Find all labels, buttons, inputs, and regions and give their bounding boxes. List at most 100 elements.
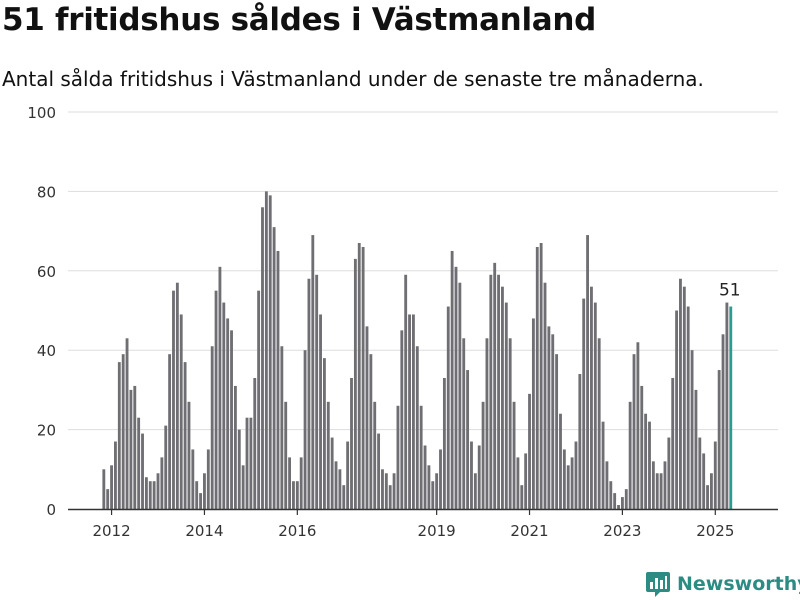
- bar: [682, 286, 686, 509]
- bar: [133, 385, 137, 509]
- bar: [237, 429, 241, 509]
- bar: [713, 441, 717, 509]
- bar: [528, 393, 531, 509]
- bar: [381, 469, 384, 509]
- bar: [717, 370, 721, 509]
- bar: [114, 441, 117, 509]
- bar: [319, 314, 322, 509]
- bar: [110, 465, 113, 509]
- bar: [493, 262, 497, 509]
- bar: [160, 457, 164, 509]
- bar: [679, 278, 682, 509]
- bar: [562, 449, 566, 509]
- bar: [574, 441, 578, 509]
- bar: [373, 401, 377, 509]
- x-tick-label: 2019: [418, 522, 456, 540]
- bar: [179, 314, 183, 509]
- bar: [346, 441, 350, 509]
- bar: [257, 290, 261, 509]
- newsworthy-logo-icon: [646, 572, 670, 597]
- bar: [330, 437, 334, 509]
- bar: [338, 469, 342, 509]
- bar-highlight: [729, 306, 733, 509]
- bar: [102, 469, 106, 509]
- bar: [175, 282, 179, 509]
- bar: [481, 401, 485, 509]
- bar: [295, 481, 299, 509]
- bar: [601, 421, 605, 509]
- bar: [307, 278, 311, 509]
- bar: [547, 326, 551, 509]
- bar: [648, 421, 651, 509]
- bar: [435, 473, 439, 509]
- bar: [686, 306, 690, 509]
- bar: [593, 302, 597, 509]
- bar: [632, 354, 636, 509]
- bar: [152, 481, 156, 509]
- bar: [667, 437, 671, 509]
- bar: [334, 461, 338, 509]
- bar: [531, 318, 535, 509]
- x-tick-label: 2023: [603, 522, 641, 540]
- bar: [497, 274, 500, 509]
- bar: [427, 465, 431, 509]
- bar: [117, 362, 121, 509]
- bar: [423, 445, 427, 509]
- bar: [663, 461, 667, 509]
- bar: [508, 338, 512, 509]
- bar: [462, 338, 466, 509]
- bar: [377, 433, 381, 509]
- bar: [148, 481, 152, 509]
- bar: [466, 370, 470, 509]
- bar: [485, 338, 489, 509]
- x-tick-label: 2016: [278, 522, 316, 540]
- bar: [384, 473, 388, 509]
- bar: [442, 377, 446, 509]
- bar: [620, 497, 624, 509]
- y-tick-label: 60: [37, 263, 56, 281]
- bar: [651, 461, 655, 509]
- bar: [388, 485, 392, 509]
- bar: [141, 433, 144, 509]
- bar: [450, 250, 454, 509]
- bar: [524, 453, 528, 509]
- bar: [164, 425, 168, 509]
- bar: [566, 465, 570, 509]
- bar: [288, 457, 292, 509]
- bar: [315, 274, 319, 509]
- bar: [350, 377, 353, 509]
- bar: [129, 389, 133, 509]
- data-label: 51: [719, 281, 741, 301]
- bar: [396, 405, 400, 509]
- bar: [106, 489, 110, 509]
- bar: [431, 481, 435, 509]
- bar: [412, 314, 415, 509]
- bar: [555, 354, 559, 509]
- bar: [361, 246, 365, 510]
- bar: [369, 354, 373, 509]
- x-tick-label: 2012: [92, 522, 130, 540]
- bar: [183, 362, 187, 509]
- bar: [357, 243, 361, 509]
- y-tick-label: 80: [37, 183, 56, 201]
- bar: [226, 318, 230, 509]
- bar: [230, 330, 233, 509]
- bar: [342, 485, 346, 509]
- bar: [191, 449, 195, 509]
- bar: [458, 282, 462, 509]
- bar: [272, 227, 276, 509]
- bar: [504, 302, 508, 509]
- bar: [690, 350, 694, 509]
- y-tick-label: 100: [27, 104, 56, 122]
- bar: [210, 346, 214, 509]
- bar: [195, 481, 199, 509]
- newsworthy-logo: Newsworthy: [645, 570, 800, 598]
- y-tick-label: 40: [37, 342, 56, 360]
- bar: [311, 235, 315, 509]
- bar: [454, 266, 458, 509]
- bar: [659, 473, 663, 509]
- bar: [280, 346, 284, 509]
- bar: [303, 350, 307, 509]
- bar: [721, 334, 725, 509]
